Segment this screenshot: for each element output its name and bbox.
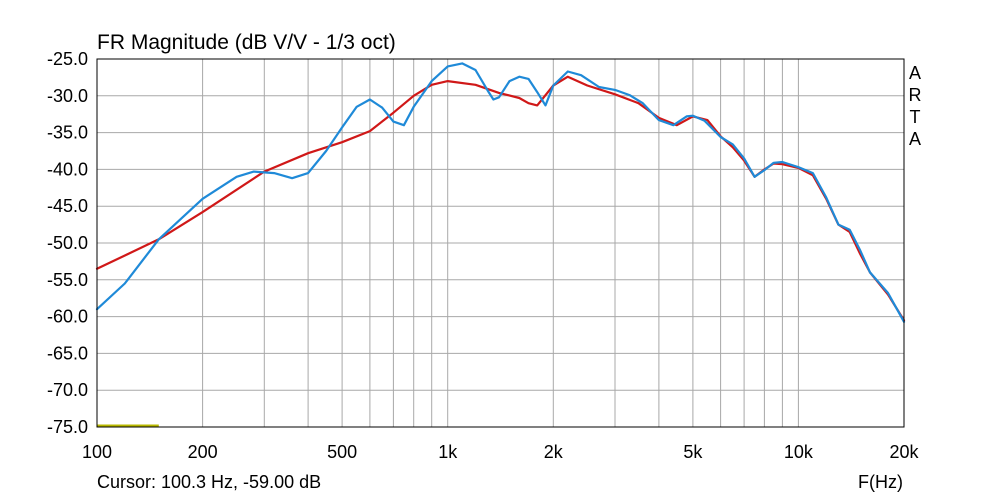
y-tick-labels: -25.0 -30.0 -35.0 -40.0 -45.0 -50.0 -55.0 -60.0…	[47, 49, 88, 437]
x-tick-label: 100	[82, 442, 112, 462]
y-tick-label: -25.0	[47, 49, 88, 69]
watermark-letter: R	[909, 85, 922, 105]
y-tick-label: -55.0	[47, 270, 88, 290]
y-tick-label: -65.0	[47, 343, 88, 363]
plot-frame	[96, 58, 905, 428]
series-line-2	[95, 62, 906, 323]
x-tick-label: 5k	[683, 442, 703, 462]
y-tick-label: -30.0	[47, 86, 88, 106]
watermark-letter: T	[910, 107, 921, 127]
x-tick-label: 20k	[889, 442, 919, 462]
y-tick-label: -50.0	[47, 233, 88, 253]
x-tick-label: 500	[327, 442, 357, 462]
watermark-letter: A	[909, 63, 921, 83]
grid-lines	[97, 59, 904, 427]
x-axis-label: F(Hz)	[858, 472, 903, 492]
watermark-letter: A	[909, 129, 921, 149]
y-tick-label: -35.0	[47, 123, 88, 143]
y-tick-label: -60.0	[47, 307, 88, 327]
y-tick-label: -40.0	[47, 159, 88, 179]
y-tick-label: -75.0	[47, 417, 88, 437]
y-tick-label: -45.0	[47, 196, 88, 216]
series-group	[95, 62, 906, 323]
x-tick-label: 1k	[438, 442, 458, 462]
cursor-readout: Cursor: 100.3 Hz, -59.00 dB	[97, 472, 321, 492]
x-tick-label: 2k	[544, 442, 564, 462]
x-tick-label: 200	[188, 442, 218, 462]
x-tick-label: 10k	[784, 442, 814, 462]
x-tick-labels: 100 200 500 1k 2k 5k 10k 20k	[82, 442, 920, 462]
y-tick-label: -70.0	[47, 380, 88, 400]
chart-title: FR Magnitude (dB V/V - 1/3 oct)	[97, 31, 396, 54]
